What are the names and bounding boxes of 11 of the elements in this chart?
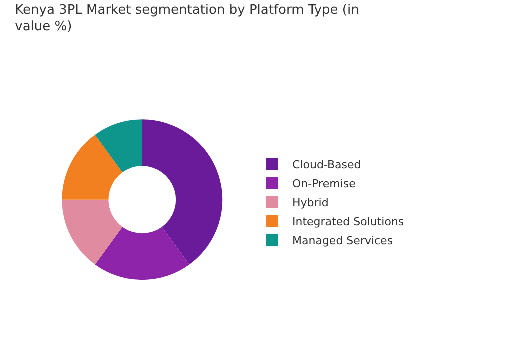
donut-slice: [95, 227, 190, 280]
donut-slice: [95, 120, 142, 173]
legend-label: Hybrid: [292, 196, 329, 210]
legend-label: Cloud-Based: [292, 158, 362, 172]
legend-label: On-Premise: [292, 177, 356, 190]
legend-label: Integrated Solutions: [292, 215, 404, 228]
legend-label: Managed Services: [292, 234, 394, 248]
chart-title: Kenya 3PL Market segmentation by Platform Type (in value %): [15, 2, 360, 35]
donut-slice: [62, 134, 123, 200]
donut-slice: [142, 120, 222, 265]
donut-slice: [62, 200, 123, 265]
